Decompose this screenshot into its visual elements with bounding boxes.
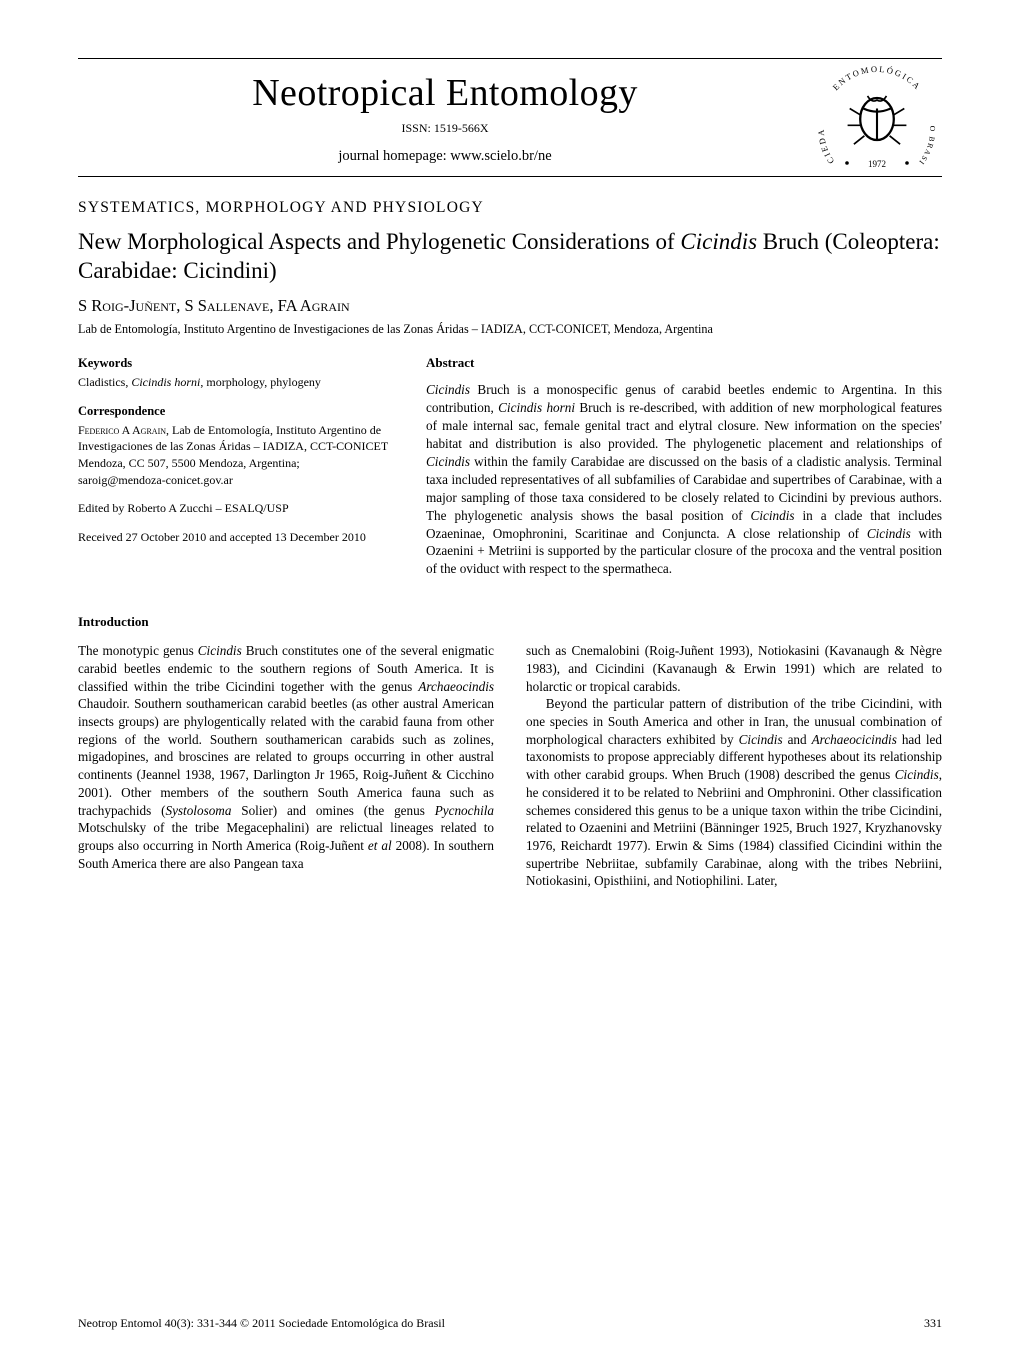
correspondence-text: Federico A Agrain, Lab de Entomología, I… bbox=[78, 422, 390, 488]
page-footer: Neotrop Entomol 40(3): 331-344 © 2011 So… bbox=[78, 1316, 942, 1331]
body-col-left: The monotypic genus Cicindis Bruch const… bbox=[78, 642, 494, 890]
beetle-icon bbox=[848, 96, 907, 144]
received-accepted: Received 27 October 2010 and accepted 13… bbox=[78, 529, 390, 546]
footer-page-number: 331 bbox=[924, 1316, 942, 1331]
authors: S Roig-Juñent, S Sallenave, FA Agrain bbox=[78, 296, 942, 316]
keywords-text: Cladistics, Cicindis horni, morphology, … bbox=[78, 374, 390, 391]
top-rule bbox=[78, 58, 942, 59]
logo-left-text: SOCIEDADE bbox=[812, 63, 836, 166]
section-label: SYSTEMATICS, MORPHOLOGY AND PHYSIOLOGY bbox=[78, 199, 942, 217]
intro-col2-p1: such as Cnemalobini (Roig-Juñent 1993), … bbox=[526, 642, 942, 695]
journal-title: Neotropical Entomology bbox=[78, 71, 812, 115]
masthead: Neotropical Entomology ISSN: 1519-566X j… bbox=[78, 63, 942, 173]
footer-left: Neotrop Entomol 40(3): 331-344 © 2011 So… bbox=[78, 1316, 445, 1331]
intro-col2-p2: Beyond the particular pattern of distrib… bbox=[526, 695, 942, 890]
logo-top-text: ENTOMOLÓGICA bbox=[831, 64, 924, 92]
logo-year: 1972 bbox=[868, 159, 886, 169]
affiliation: Lab de Entomología, Instituto Argentino … bbox=[78, 322, 942, 337]
society-logo: ENTOMOLÓGICA SOCIEDADE DO BRASIL 1972 bbox=[812, 63, 942, 173]
keywords-label: Keywords bbox=[78, 355, 390, 372]
body-col-right: such as Cnemalobini (Roig-Juñent 1993), … bbox=[526, 642, 942, 890]
article-title: New Morphological Aspects and Phylogenet… bbox=[78, 227, 942, 286]
issn: ISSN: 1519-566X bbox=[78, 121, 812, 136]
masthead-bottom-rule bbox=[78, 176, 942, 177]
intro-col1-p1: The monotypic genus Cicindis Bruch const… bbox=[78, 642, 494, 872]
introduction-heading: Introduction bbox=[78, 614, 942, 630]
journal-homepage: journal homepage: www.scielo.br/ne bbox=[78, 148, 812, 165]
abstract-text: Cicindis Bruch is a monospecific genus o… bbox=[426, 381, 942, 578]
correspondence-label: Correspondence bbox=[78, 403, 390, 420]
abstract-label: Abstract bbox=[426, 355, 942, 371]
edited-by: Edited by Roberto A Zucchi – ESALQ/USP bbox=[78, 500, 390, 517]
